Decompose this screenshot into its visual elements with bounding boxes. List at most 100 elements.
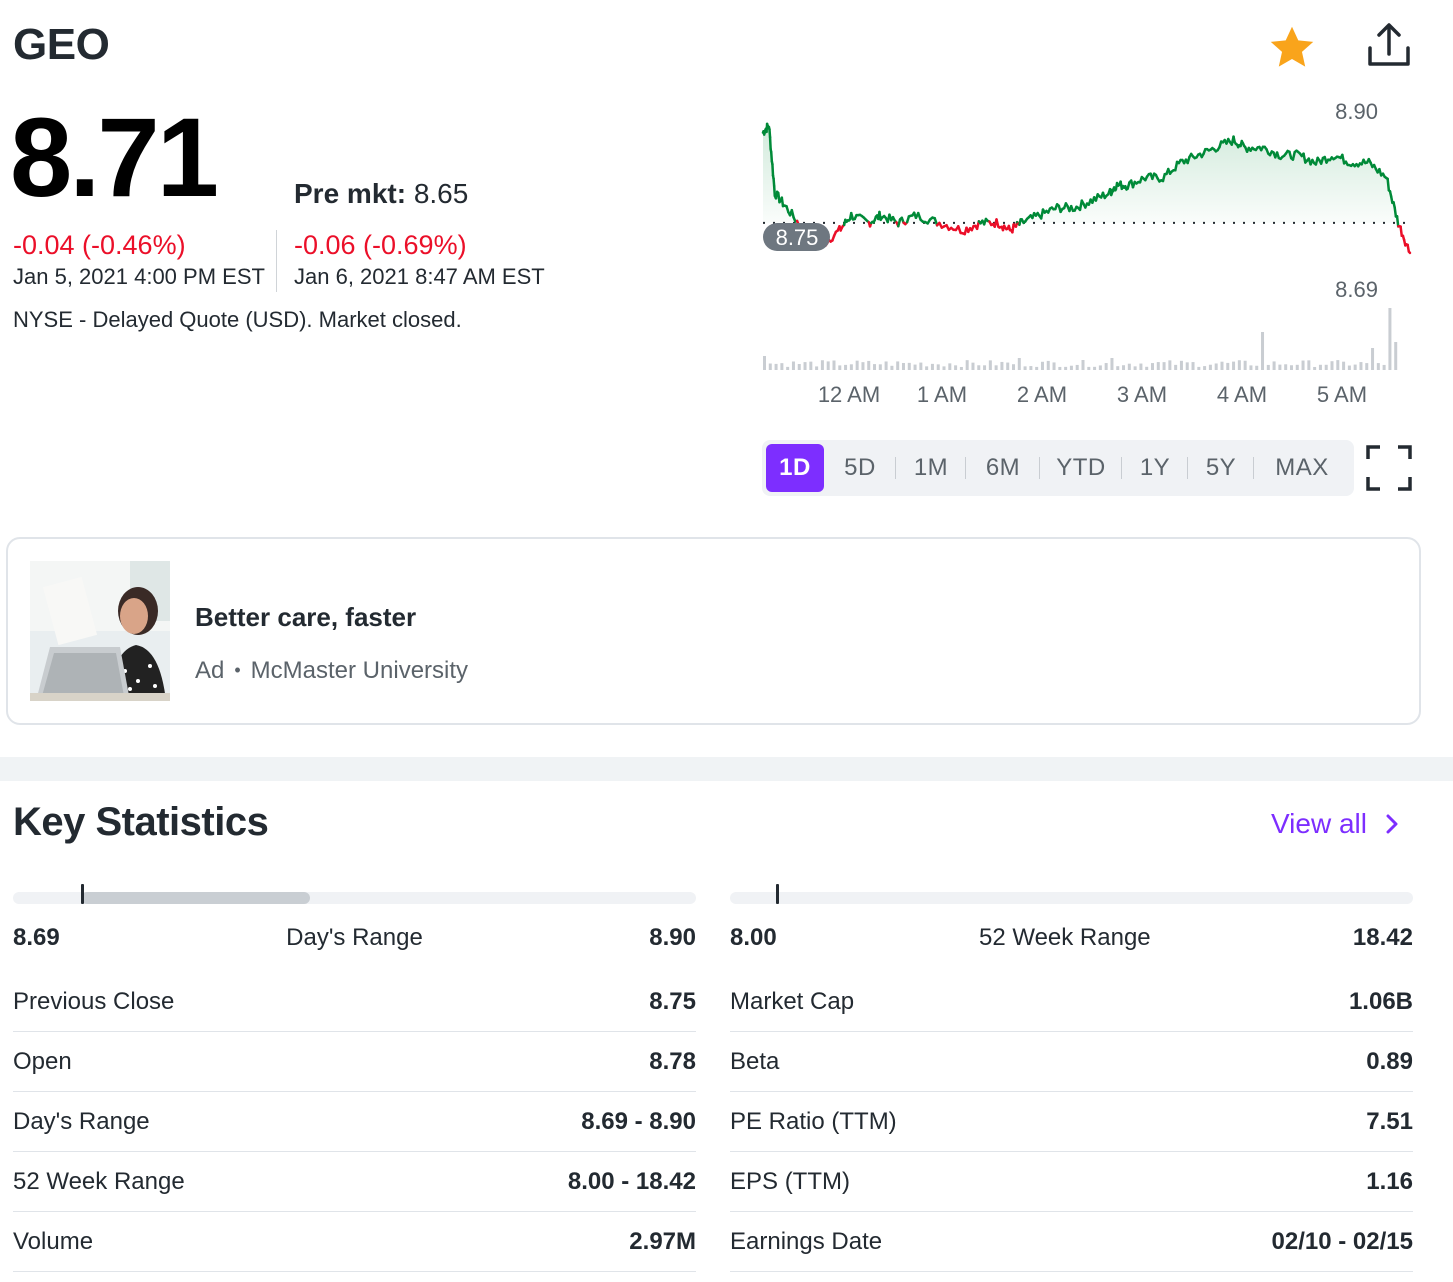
ad-image[interactable] <box>30 561 170 701</box>
volume-bar <box>1064 366 1068 370</box>
pre-market-price: Pre mkt: 8.65 <box>294 178 468 210</box>
volume-bar <box>1023 366 1027 370</box>
volume-bar <box>1012 364 1016 370</box>
volume-bar <box>844 364 848 370</box>
range-button-6m[interactable]: 6M <box>966 444 1040 492</box>
stat-row: Beta 0.89 <box>730 1032 1413 1092</box>
days-range-marker <box>81 884 85 904</box>
volume-bar <box>1116 366 1120 370</box>
volume-bar <box>1318 364 1322 370</box>
volume-bar <box>826 361 830 370</box>
volume-bar <box>1342 361 1346 370</box>
volume-bar <box>1081 360 1085 370</box>
volume-bar <box>907 362 911 370</box>
volume-bar <box>832 360 836 370</box>
volume-bar <box>820 360 824 370</box>
volume-bar <box>815 366 819 370</box>
price-line-segment <box>1291 150 1296 161</box>
volume-bar <box>1376 363 1380 370</box>
volume-bar <box>763 356 766 370</box>
chart-x-label: 5 AM <box>1317 382 1367 407</box>
stat-row: EPS (TTM) 1.16 <box>730 1152 1413 1212</box>
ad-label: Ad <box>195 657 225 684</box>
volume-bar <box>1347 365 1351 370</box>
fullscreen-button[interactable] <box>1364 443 1414 493</box>
range-button-1d[interactable]: 1D <box>766 444 824 492</box>
volume-bar <box>1156 362 1160 370</box>
stat-value: 8.75 <box>649 987 696 1015</box>
volume-bar <box>890 365 894 370</box>
stat-label: 52 Week Range <box>13 1167 185 1195</box>
section-divider <box>0 757 1453 781</box>
range-button-ytd[interactable]: YTD <box>1040 444 1122 492</box>
volume-bar <box>1307 360 1311 370</box>
price-line-segment <box>772 184 777 197</box>
stat-value: 1.06B <box>1348 987 1413 1015</box>
chart-x-label: 2 AM <box>1017 382 1067 407</box>
price-line-segment <box>768 128 772 139</box>
volume-bar <box>791 361 795 370</box>
stat-value: 02/10 - 02/15 <box>1271 1227 1413 1255</box>
stat-value: 7.51 <box>1366 1107 1413 1135</box>
price-line-segment <box>769 150 774 163</box>
volume-bar <box>1133 366 1137 370</box>
stat-label: Day's Range <box>13 1107 150 1135</box>
stat-value: 8.00 - 18.42 <box>567 1167 696 1195</box>
price-line-segment <box>1407 250 1412 255</box>
volume-bar <box>1191 362 1195 370</box>
premarket-change: -0.06 (-0.69%) <box>294 230 467 260</box>
volume-bar <box>1110 358 1114 370</box>
price-chart[interactable]: 8.90 8.69 8.75 12 AM 1 AM 2 AM 3 AM 4 AM 5 AM <box>740 88 1440 418</box>
week52-range-low: 8.00 <box>730 924 777 951</box>
view-all-link[interactable]: View all <box>1271 808 1399 840</box>
range-button-5y[interactable]: 5Y <box>1188 444 1254 492</box>
quote-divider <box>276 230 277 292</box>
volume-bar <box>1295 364 1299 370</box>
volume-bar <box>977 365 981 370</box>
watchlist-star-button[interactable] <box>1266 22 1318 74</box>
fullscreen-icon <box>1366 445 1412 491</box>
range-button-max[interactable]: MAX <box>1275 454 1329 481</box>
ad-title[interactable]: Better care, faster <box>195 602 417 632</box>
days-range-high: 8.90 <box>649 924 696 951</box>
range-separator <box>1121 457 1122 479</box>
range-button-5d[interactable]: 5D <box>824 444 896 492</box>
week52-range-high: 18.42 <box>1352 924 1413 951</box>
volume-bar <box>1075 364 1079 370</box>
share-button[interactable] <box>1362 20 1416 74</box>
stats-left-column: Previous Close 8.75 Open 8.78 Day's Range 8… <box>13 972 696 1272</box>
volume-bar <box>965 360 969 370</box>
stat-value: 0.89 <box>1366 1047 1413 1075</box>
volume-bar <box>948 363 952 370</box>
range-button-1y[interactable]: 1Y <box>1122 444 1188 492</box>
days-range-label: Day's Range <box>286 924 423 951</box>
price-line-segment <box>771 162 775 177</box>
volume-bar <box>988 360 992 370</box>
volume-bar <box>1093 366 1097 370</box>
volume-bar <box>1058 366 1062 370</box>
volume-bar <box>994 365 998 370</box>
volume-bar <box>1197 366 1201 370</box>
stat-label: Open <box>13 1047 72 1075</box>
volume-bar <box>1266 364 1270 370</box>
prev-close-badge <box>763 223 830 251</box>
range-button-1m[interactable]: 1M <box>896 444 966 492</box>
volume-bar <box>1162 362 1166 370</box>
price-line-segment <box>1399 225 1404 238</box>
volume-bar <box>1127 363 1131 370</box>
volume-bar <box>1388 308 1392 370</box>
volume-bar <box>1226 362 1230 370</box>
price-line-segment <box>1393 206 1398 218</box>
ad-card[interactable] <box>6 537 1421 725</box>
volume-bar <box>774 363 778 370</box>
range-separator <box>965 457 966 479</box>
dot-separator: • <box>234 660 241 680</box>
prev-close-label: 8.75 <box>776 225 819 250</box>
stat-label: Earnings Date <box>730 1227 883 1255</box>
volume-bar <box>1069 365 1073 370</box>
volume-bar <box>1098 365 1102 370</box>
days-range-low: 8.69 <box>13 924 60 951</box>
volume-bar <box>919 362 923 370</box>
chevron-right-icon <box>1386 814 1398 834</box>
volume-bar <box>1150 363 1154 370</box>
